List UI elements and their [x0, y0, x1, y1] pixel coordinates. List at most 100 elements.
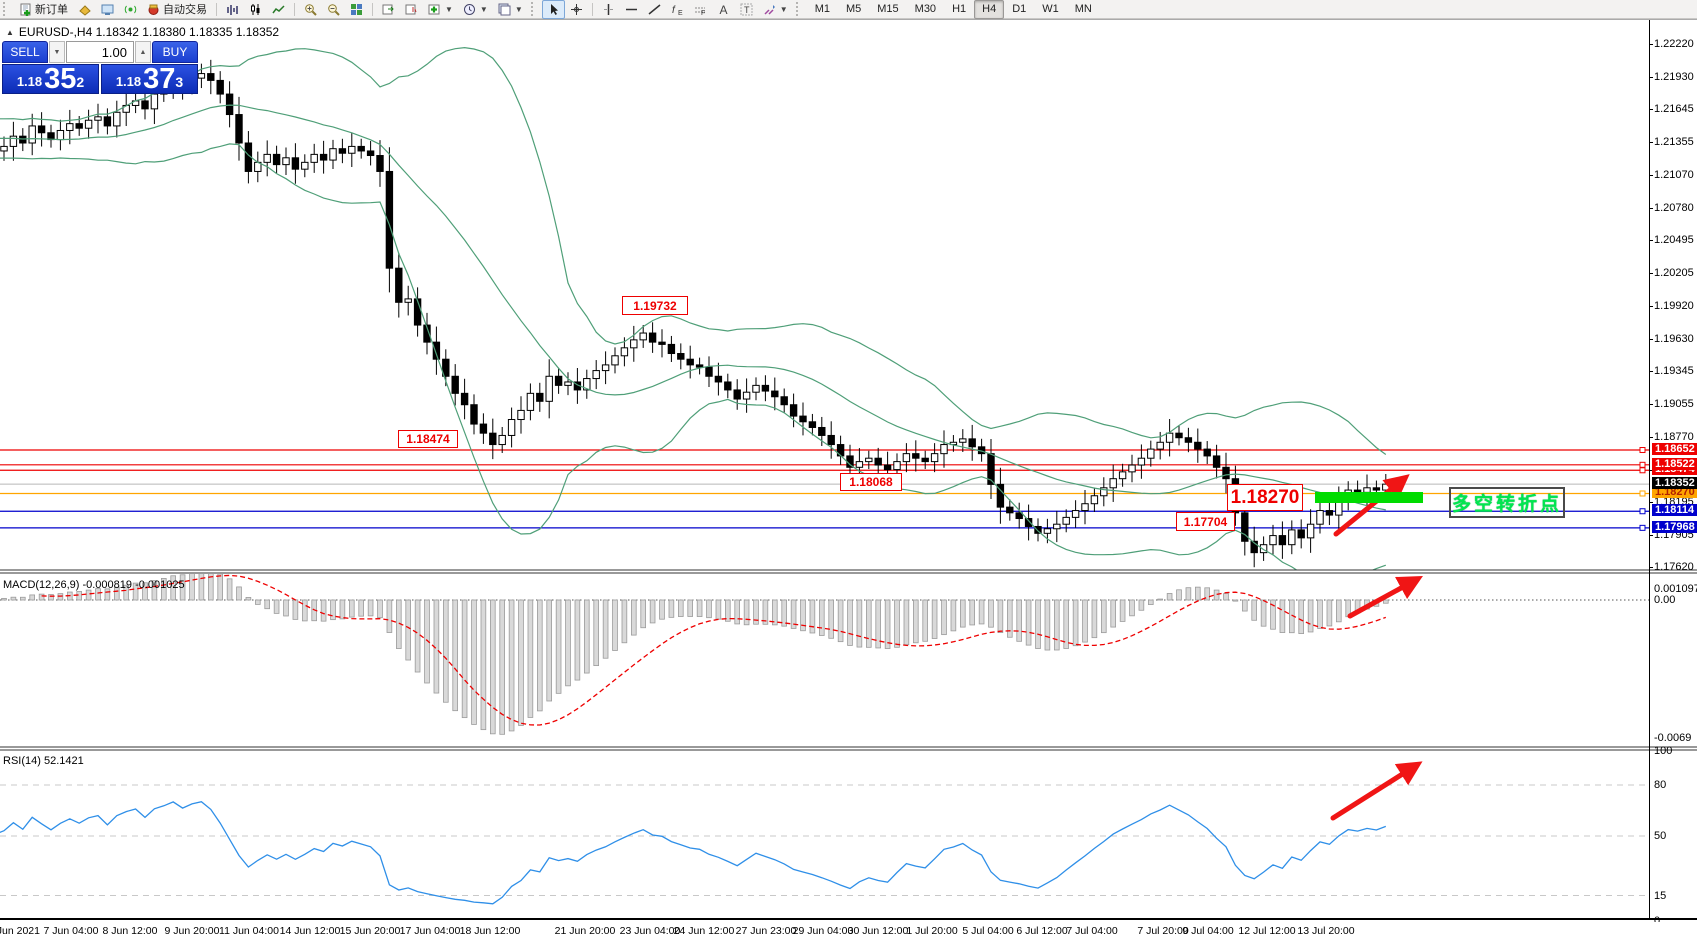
zoom-in-button[interactable] — [299, 0, 322, 19]
rsi-tick-label: 100 — [1654, 745, 1673, 757]
date-tick-label: 21 Jun 20:00 — [554, 925, 616, 937]
hline-anchor[interactable] — [1639, 447, 1646, 454]
hline-anchor[interactable] — [1639, 524, 1646, 531]
crosshair-button[interactable] — [565, 0, 588, 19]
autotrading-button[interactable]: 自动交易 — [142, 0, 212, 19]
hline-price-label[interactable]: 1.18652 — [1652, 443, 1697, 455]
svg-text:T: T — [744, 5, 750, 15]
sell-price-point: 2 — [76, 74, 85, 90]
volume-down-button[interactable]: ▼ — [49, 41, 65, 63]
periods-button[interactable]: ▼ — [458, 0, 493, 19]
price-tick-label: 1.21930 — [1654, 71, 1694, 83]
hline-price-label[interactable]: 1.17968 — [1652, 520, 1697, 533]
hline-price-label[interactable]: 1.18522 — [1652, 457, 1697, 470]
timeframe-m15[interactable]: M15 — [877, 2, 899, 15]
price-tick-mark — [1649, 273, 1653, 275]
candle-chart-button[interactable] — [244, 0, 267, 19]
timeframe-mn[interactable]: MN — [1074, 2, 1092, 15]
price-tick-label: 1.18770 — [1654, 430, 1694, 443]
timeframe-w1[interactable]: W1 — [1042, 2, 1059, 15]
hline-anchor[interactable] — [1639, 508, 1646, 515]
price-callout[interactable]: 1.18474 — [398, 430, 458, 448]
indicators-button[interactable]: ▼ — [423, 0, 458, 19]
timeframe-m5[interactable]: M5 — [845, 2, 862, 15]
date-tick-label: 4 Jun 2021 — [0, 925, 40, 937]
hline-anchor[interactable] — [1639, 490, 1646, 497]
price-tick-label: 1.19630 — [1654, 332, 1694, 345]
candles-icon — [251, 3, 260, 15]
hline-anchor[interactable] — [1639, 467, 1646, 474]
turning-point-annotation[interactable]: 多空转折点 — [1449, 487, 1565, 518]
buy-price-button[interactable]: 1.18 37 3 — [101, 64, 198, 94]
price-tick-mark — [1649, 240, 1653, 242]
sell-button[interactable]: SELL — [2, 41, 48, 63]
tline-icon — [648, 3, 661, 15]
rsi-indicator-label: RSI(14) 52.1421 — [3, 755, 84, 767]
date-tick-label: 15 Jun 20:00 — [339, 925, 401, 937]
auto-scroll-button[interactable] — [377, 0, 400, 19]
dropdown-arrow-icon[interactable]: ▼ — [445, 4, 453, 14]
price-callout[interactable]: 1.18068 — [840, 473, 902, 491]
macd-tick-label: -0.0069 — [1654, 732, 1692, 744]
sell-price-button[interactable]: 1.18 35 2 — [2, 64, 99, 94]
timeframe-h1[interactable]: H1 — [952, 2, 967, 15]
timeframe-d1[interactable]: D1 — [1012, 2, 1027, 15]
chart-shift-button[interactable] — [400, 0, 423, 19]
date-tick-label: 23 Jun 04:00 — [619, 925, 681, 937]
bar-chart-button[interactable] — [221, 0, 244, 19]
trend-arrow[interactable] — [1347, 575, 1423, 619]
cursor-button[interactable] — [541, 0, 565, 19]
date-tick-label: 11 Jun 04:00 — [219, 925, 279, 937]
volume-up-button[interactable]: ▲ — [135, 41, 151, 63]
one-click-trading-panel: SELL ▼ 1.00 ▲ BUY 1.18 35 2 1.18 37 3 — [2, 41, 198, 94]
sell-price-pips: 35 — [44, 63, 77, 95]
market-watch-button[interactable] — [73, 0, 96, 19]
dropdown-arrow-icon[interactable]: ▼ — [479, 4, 488, 14]
date-tick-label: 27 Jun 23:00 — [735, 925, 797, 937]
date-tick-label: 30 Jun 12:00 — [847, 925, 909, 937]
hline-price-label[interactable]: 1.18270 — [1652, 486, 1697, 499]
chart-window[interactable]: ▲ EURUSD-,H4 1.18342 1.18380 1.18335 1.1… — [0, 19, 1697, 939]
hline-anchor[interactable] — [1639, 461, 1646, 468]
channel-button[interactable]: F — [689, 0, 712, 19]
price-callout[interactable]: 1.19732 — [622, 296, 688, 315]
timeframe-m30[interactable]: M30 — [914, 2, 937, 15]
trend-arrow[interactable] — [1330, 761, 1423, 821]
buy-button[interactable]: BUY — [152, 41, 198, 63]
shapes-button[interactable]: ▼ — [758, 0, 793, 19]
support-zone-bar[interactable] — [1315, 492, 1423, 503]
date-tick-label: 1 Jul 20:00 — [906, 925, 958, 937]
line-chart-button[interactable] — [267, 0, 290, 19]
label-button[interactable]: T — [735, 0, 758, 19]
current-price-label: 1.18352 — [1652, 477, 1697, 490]
date-tick-label: 12 Jul 12:00 — [1238, 925, 1296, 937]
chart-symbol-title: ▲ EURUSD-,H4 1.18342 1.18380 1.18335 1.1… — [6, 25, 279, 39]
new-order-button[interactable]: 新订单 — [14, 0, 73, 19]
dropdown-arrow-icon[interactable]: ▼ — [514, 4, 523, 14]
date-tick-label: 29 Jun 04:00 — [792, 925, 854, 937]
macd-indicator-label: MACD(12,26,9) -0.000819 -0.001025 — [3, 579, 185, 591]
hline-button[interactable] — [620, 0, 643, 19]
zoom-out-button[interactable] — [322, 0, 345, 19]
doc-plus-icon — [20, 3, 31, 16]
price-tick-label: 1.20205 — [1654, 267, 1694, 280]
text-button[interactable]: A — [712, 0, 735, 19]
signals-button[interactable] — [119, 0, 142, 19]
price-callout[interactable]: 1.17704 — [1176, 512, 1235, 531]
tile-windows-button[interactable] — [345, 0, 368, 19]
terminal-button[interactable] — [96, 0, 119, 19]
trend-arrow[interactable] — [1333, 474, 1410, 537]
hline-price-label[interactable]: 1.18114 — [1652, 504, 1697, 517]
dropdown-arrow-icon[interactable]: ▼ — [779, 4, 788, 14]
price-callout[interactable]: 1.18270 — [1227, 484, 1303, 511]
vline-button[interactable] — [597, 0, 620, 19]
price-tick-mark — [1649, 404, 1653, 406]
volume-input[interactable]: 1.00 — [66, 41, 134, 63]
templates-button[interactable]: ▼ — [493, 0, 528, 19]
timeframe-h4[interactable]: H4 — [974, 0, 1005, 19]
timeframe-m1[interactable]: M1 — [814, 2, 830, 15]
trendline-button[interactable] — [643, 0, 666, 19]
toolbar-separator — [294, 2, 295, 16]
